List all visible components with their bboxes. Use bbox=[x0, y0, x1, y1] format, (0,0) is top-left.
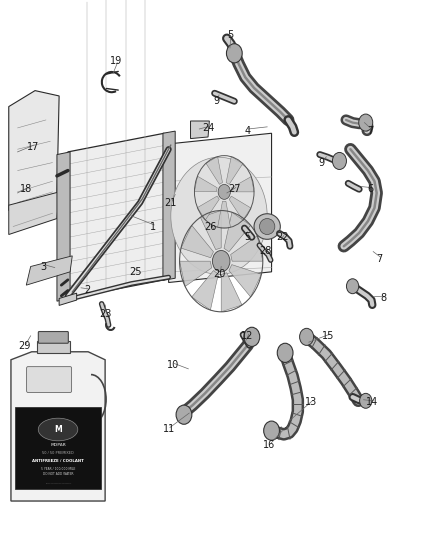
Text: 28: 28 bbox=[259, 246, 271, 255]
Text: ANTIFREEZE / COOLANT: ANTIFREEZE / COOLANT bbox=[32, 458, 84, 463]
Ellipse shape bbox=[259, 219, 275, 235]
Text: M: M bbox=[54, 425, 62, 434]
Polygon shape bbox=[229, 264, 261, 297]
Polygon shape bbox=[206, 157, 223, 184]
Polygon shape bbox=[11, 352, 105, 501]
Text: 5 YEAR / 100,000 MILE
DO NOT ADD WATER: 5 YEAR / 100,000 MILE DO NOT ADD WATER bbox=[41, 467, 75, 475]
Text: 50 / 50 PREMIXED: 50 / 50 PREMIXED bbox=[42, 451, 74, 455]
Circle shape bbox=[346, 279, 359, 294]
Circle shape bbox=[218, 184, 230, 199]
Text: 17: 17 bbox=[27, 142, 39, 151]
Text: 5: 5 bbox=[244, 232, 251, 242]
Polygon shape bbox=[201, 211, 221, 249]
Text: 15: 15 bbox=[322, 331, 335, 341]
Polygon shape bbox=[163, 131, 175, 280]
Text: 23: 23 bbox=[99, 310, 111, 319]
Polygon shape bbox=[68, 133, 164, 298]
Circle shape bbox=[244, 327, 260, 346]
Circle shape bbox=[332, 152, 346, 169]
Circle shape bbox=[300, 328, 314, 345]
Text: 29: 29 bbox=[18, 342, 30, 351]
Text: 2: 2 bbox=[85, 286, 91, 295]
Text: 4: 4 bbox=[244, 126, 251, 135]
Circle shape bbox=[176, 405, 192, 424]
Ellipse shape bbox=[254, 214, 280, 239]
Polygon shape bbox=[57, 152, 70, 301]
Polygon shape bbox=[224, 212, 251, 252]
Polygon shape bbox=[192, 271, 219, 310]
Polygon shape bbox=[226, 157, 243, 184]
Text: 3: 3 bbox=[41, 262, 47, 271]
Text: 11: 11 bbox=[162, 424, 175, 434]
Polygon shape bbox=[229, 196, 251, 220]
Polygon shape bbox=[180, 261, 212, 287]
FancyBboxPatch shape bbox=[37, 341, 70, 353]
Circle shape bbox=[212, 251, 230, 272]
Ellipse shape bbox=[38, 418, 78, 441]
Text: 9: 9 bbox=[214, 96, 220, 106]
Text: 8: 8 bbox=[380, 294, 386, 303]
Text: 26: 26 bbox=[204, 222, 216, 231]
Text: 6: 6 bbox=[367, 184, 373, 194]
Circle shape bbox=[360, 393, 372, 408]
Text: MOPAR: MOPAR bbox=[50, 443, 66, 447]
Text: 7: 7 bbox=[376, 254, 382, 263]
Text: 18: 18 bbox=[20, 184, 32, 194]
Polygon shape bbox=[9, 91, 59, 211]
Circle shape bbox=[171, 157, 267, 274]
Circle shape bbox=[226, 44, 242, 63]
Text: 25: 25 bbox=[130, 267, 142, 277]
Polygon shape bbox=[221, 273, 242, 312]
Polygon shape bbox=[181, 225, 213, 258]
Text: 16: 16 bbox=[263, 440, 276, 450]
Text: 20: 20 bbox=[213, 270, 225, 279]
Text: 10: 10 bbox=[167, 360, 179, 370]
Text: 21: 21 bbox=[165, 198, 177, 207]
Text: 9: 9 bbox=[319, 158, 325, 167]
Polygon shape bbox=[231, 176, 254, 192]
FancyBboxPatch shape bbox=[27, 367, 71, 392]
Text: 1: 1 bbox=[150, 222, 156, 231]
Circle shape bbox=[359, 114, 373, 131]
Text: 22: 22 bbox=[276, 232, 289, 242]
Text: 7: 7 bbox=[367, 126, 373, 135]
Text: 13: 13 bbox=[305, 398, 317, 407]
Text: 24: 24 bbox=[202, 123, 214, 133]
Polygon shape bbox=[218, 201, 230, 227]
Polygon shape bbox=[198, 196, 219, 220]
Text: 27: 27 bbox=[228, 184, 240, 194]
Polygon shape bbox=[59, 293, 77, 305]
Polygon shape bbox=[169, 133, 272, 282]
Polygon shape bbox=[9, 192, 59, 235]
Text: ___________________: ___________________ bbox=[45, 480, 71, 484]
Polygon shape bbox=[26, 256, 72, 285]
FancyBboxPatch shape bbox=[15, 407, 101, 489]
Text: 19: 19 bbox=[110, 56, 122, 66]
Circle shape bbox=[264, 421, 279, 440]
Text: 12: 12 bbox=[241, 331, 254, 341]
FancyBboxPatch shape bbox=[38, 332, 68, 343]
Text: 5: 5 bbox=[227, 30, 233, 39]
Polygon shape bbox=[194, 176, 217, 192]
Polygon shape bbox=[231, 236, 263, 261]
Circle shape bbox=[277, 343, 293, 362]
Text: 14: 14 bbox=[366, 398, 378, 407]
Polygon shape bbox=[191, 121, 209, 139]
